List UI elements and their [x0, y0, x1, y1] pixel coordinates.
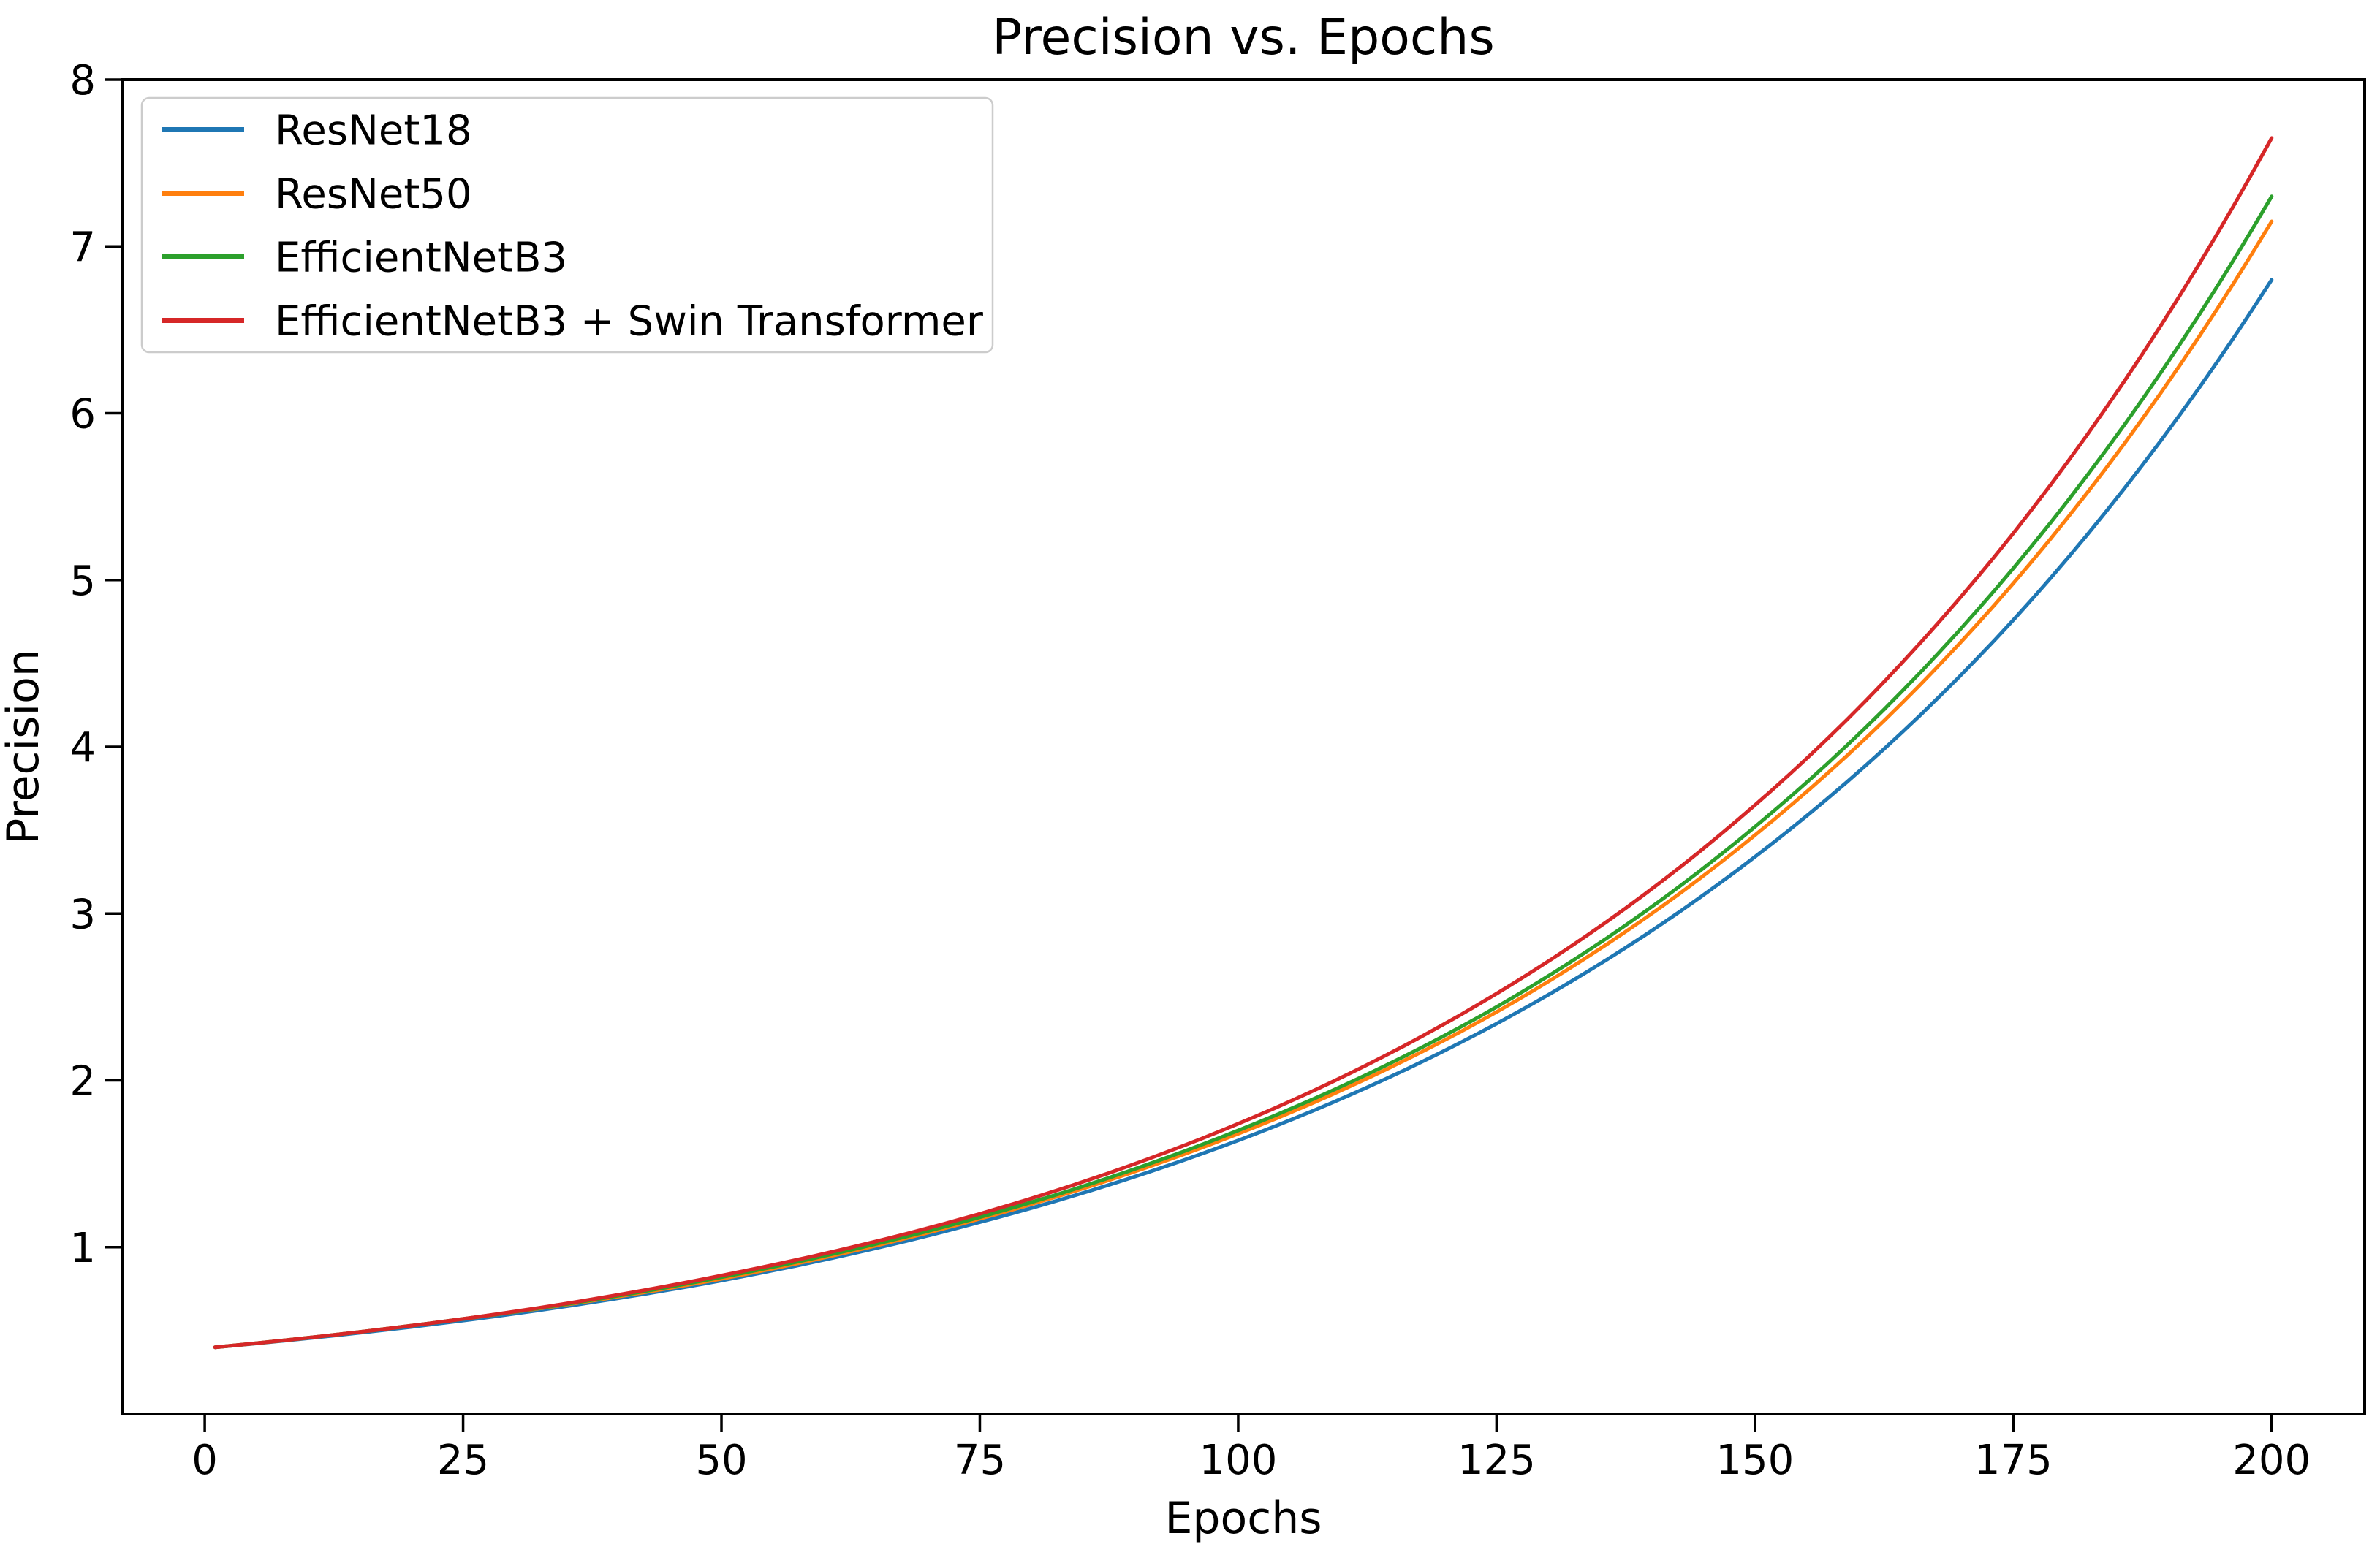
- x-tick-label: 0: [192, 1437, 218, 1484]
- legend-item-label: ResNet18: [275, 107, 472, 155]
- legend-item-label: ResNet50: [275, 171, 472, 218]
- legend-item: EfficientNetB3 + Swin Transformer: [162, 298, 984, 346]
- series-lines: [213, 136, 2274, 1350]
- x-tick-label: 150: [1716, 1437, 1794, 1484]
- y-tick-label: 4: [69, 724, 96, 772]
- y-tick-label: 7: [69, 224, 96, 271]
- x-tick-label: 200: [2232, 1437, 2311, 1484]
- axis-ticks: 0 25 50 75 100 125 150 175 200 1 2 3 4 5 6 7 8: [69, 57, 2311, 1484]
- x-tick-label: 50: [695, 1437, 747, 1484]
- plot-border: [121, 78, 2366, 1415]
- y-axis-label: Precision: [0, 649, 49, 845]
- legend-item: ResNet18: [162, 107, 472, 155]
- legend-item-label: EfficientNetB3: [275, 235, 567, 282]
- series-line-efficientnetb3-swin-transformer: [213, 136, 2274, 1350]
- legend-item-label: EfficientNetB3 + Swin Transformer: [275, 298, 984, 346]
- y-tick-label: 1: [69, 1225, 96, 1272]
- legend-item: EfficientNetB3: [162, 235, 567, 282]
- y-tick-label: 6: [69, 391, 96, 438]
- x-tick-label: 75: [954, 1437, 1006, 1484]
- legend: ResNet18 ResNet50 EfficientNetB3 EfficientN…: [140, 96, 994, 354]
- y-tick-label: 3: [69, 891, 96, 938]
- x-tick-label: 175: [1974, 1437, 2053, 1484]
- legend-box: [140, 96, 994, 354]
- y-tick-label: 8: [69, 57, 96, 104]
- x-tick-label: 100: [1199, 1437, 1277, 1484]
- x-tick-label: 25: [437, 1437, 489, 1484]
- y-tick-label: 5: [69, 558, 96, 605]
- x-axis-label: Epochs: [1165, 1493, 1322, 1544]
- x-tick-label: 125: [1458, 1437, 1536, 1484]
- chart-title: Precision vs. Epochs: [992, 9, 1495, 66]
- y-tick-label: 2: [69, 1058, 96, 1106]
- legend-item: ResNet50: [162, 171, 472, 218]
